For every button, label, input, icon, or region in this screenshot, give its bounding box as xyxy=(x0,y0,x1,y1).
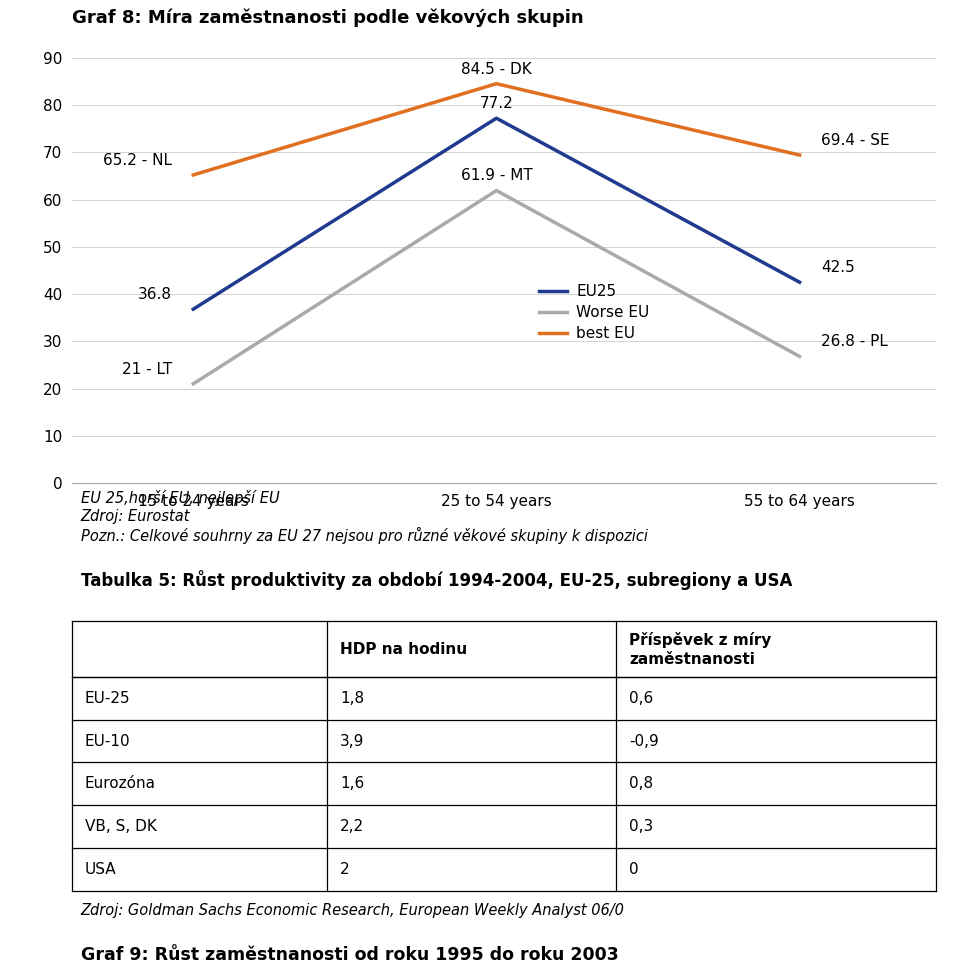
Text: 61.9 - MT: 61.9 - MT xyxy=(461,168,532,184)
Text: VB, S, DK: VB, S, DK xyxy=(84,819,156,834)
Text: Zdroj: Goldman Sachs Economic Research, European Weekly Analyst 06/0: Zdroj: Goldman Sachs Economic Research, … xyxy=(81,903,625,918)
Text: 0: 0 xyxy=(630,862,639,877)
Text: 21 - LT: 21 - LT xyxy=(122,362,172,377)
Text: Graf 9: Růst zaměstnanosti od roku 1995 do roku 2003: Graf 9: Růst zaměstnanosti od roku 1995 … xyxy=(81,947,618,964)
Text: Příspěvek z míry
zaměstnanosti: Příspěvek z míry zaměstnanosti xyxy=(630,631,772,667)
Text: USA: USA xyxy=(84,862,116,877)
Text: EU-25: EU-25 xyxy=(84,691,131,706)
Legend: EU25, Worse EU, best EU: EU25, Worse EU, best EU xyxy=(533,278,656,347)
Text: 26.8 - PL: 26.8 - PL xyxy=(821,335,888,349)
Text: EU-10: EU-10 xyxy=(84,734,131,748)
Text: 84.5 - DK: 84.5 - DK xyxy=(461,61,532,77)
Text: 65.2 - NL: 65.2 - NL xyxy=(103,153,172,167)
Text: 0,6: 0,6 xyxy=(630,691,654,706)
Text: Tabulka 5: Růst produktivity za období 1994-2004, EU-25, subregiony a USA: Tabulka 5: Růst produktivity za období 1… xyxy=(81,570,792,591)
Text: 2,2: 2,2 xyxy=(340,819,364,834)
Text: Graf 8: Míra zaměstnanosti podle věkových skupin: Graf 8: Míra zaměstnanosti podle věkovýc… xyxy=(72,9,584,27)
Text: 42.5: 42.5 xyxy=(821,260,854,275)
Text: HDP na hodinu: HDP na hodinu xyxy=(340,642,467,657)
Text: Eurozóna: Eurozóna xyxy=(84,776,156,791)
Text: 3,9: 3,9 xyxy=(340,734,364,748)
Text: 36.8: 36.8 xyxy=(138,287,172,302)
Text: 0,8: 0,8 xyxy=(630,776,654,791)
Text: 77.2: 77.2 xyxy=(480,96,514,111)
Text: 1,8: 1,8 xyxy=(340,691,364,706)
Text: -0,9: -0,9 xyxy=(630,734,659,748)
Text: EU 25,horší EU, nejlepší EU
Zdroj: Eurostat
Pozn.: Celkové souhrny za EU 27 nejs: EU 25,horší EU, nejlepší EU Zdroj: Euros… xyxy=(81,490,648,544)
Text: 1,6: 1,6 xyxy=(340,776,364,791)
Text: 69.4 - SE: 69.4 - SE xyxy=(821,133,889,148)
Text: 2: 2 xyxy=(340,862,349,877)
Text: 0,3: 0,3 xyxy=(630,819,654,834)
